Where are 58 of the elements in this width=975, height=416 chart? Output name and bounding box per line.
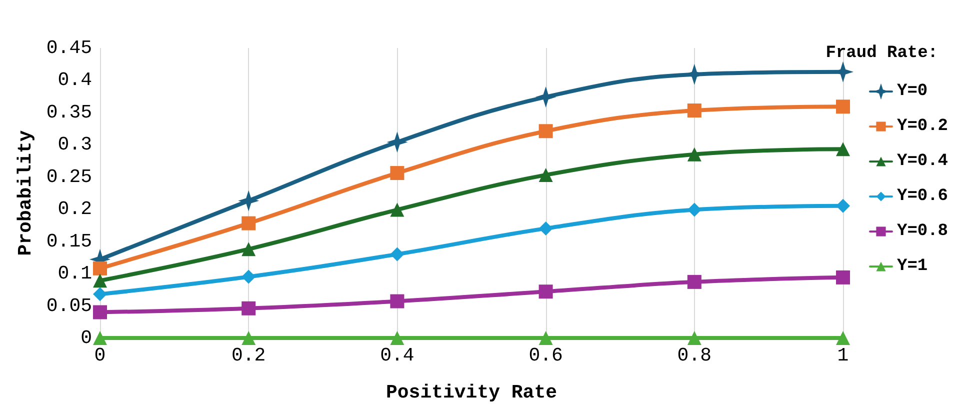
- point: [93, 287, 107, 302]
- legend-title: Fraud Rate:: [826, 44, 938, 63]
- point: [242, 270, 256, 284]
- legend-label: Y=0.2: [896, 117, 948, 136]
- y-tick-label: 0.25: [46, 166, 92, 188]
- point: [836, 198, 850, 213]
- point: [538, 331, 553, 345]
- y-tick-label: 0.05: [46, 294, 92, 317]
- point: [242, 301, 256, 316]
- y-axis-title: Probability: [14, 130, 36, 256]
- point: [242, 216, 256, 230]
- x-tick-label: 0.2: [231, 344, 266, 366]
- point: [93, 274, 107, 288]
- y-tick-label: 0.35: [46, 101, 92, 124]
- point: [390, 331, 404, 345]
- point: [836, 331, 850, 345]
- point: [240, 192, 258, 210]
- point: [538, 284, 553, 299]
- point: [687, 202, 702, 217]
- point: [538, 168, 553, 182]
- x-tick-label: 0: [94, 344, 106, 366]
- point: [390, 202, 404, 217]
- point: [93, 305, 107, 320]
- x-tick-label: 0.4: [380, 344, 414, 366]
- point: [687, 274, 702, 289]
- point: [687, 147, 702, 162]
- point: [390, 294, 404, 308]
- y-tick-label: 0.45: [46, 37, 92, 59]
- point: [836, 270, 850, 284]
- legend-label: Y=0.8: [896, 222, 948, 241]
- point: [390, 166, 404, 180]
- x-tick-label: 0.6: [528, 344, 563, 366]
- y-tick-label: 0.2: [58, 198, 92, 220]
- point: [93, 261, 107, 276]
- y-tick-label: 0.15: [46, 230, 92, 252]
- point: [836, 100, 850, 114]
- point: [687, 104, 702, 118]
- y-tick-label: 0.4: [58, 69, 92, 92]
- point: [390, 247, 404, 262]
- legend-label: Y=0.4: [896, 152, 948, 171]
- x-tick-label: 1: [837, 344, 849, 366]
- legend-label: Y=1: [896, 257, 928, 276]
- point: [388, 133, 406, 151]
- y-tick-label: 0.1: [58, 262, 92, 285]
- x-axis-title: Positivity Rate: [386, 382, 558, 404]
- y-tick-label: 0: [80, 327, 92, 349]
- point: [836, 142, 850, 156]
- point: [687, 331, 702, 345]
- point: [93, 331, 107, 345]
- point: [537, 88, 555, 106]
- y-tick-label: 0.3: [58, 134, 92, 156]
- legend-label: Y=0.6: [896, 187, 948, 206]
- legend-label: Y=0: [896, 82, 928, 101]
- point: [242, 331, 256, 345]
- point: [538, 221, 553, 236]
- x-tick-label: 0.8: [677, 344, 712, 366]
- point: [242, 242, 256, 256]
- point: [538, 124, 553, 138]
